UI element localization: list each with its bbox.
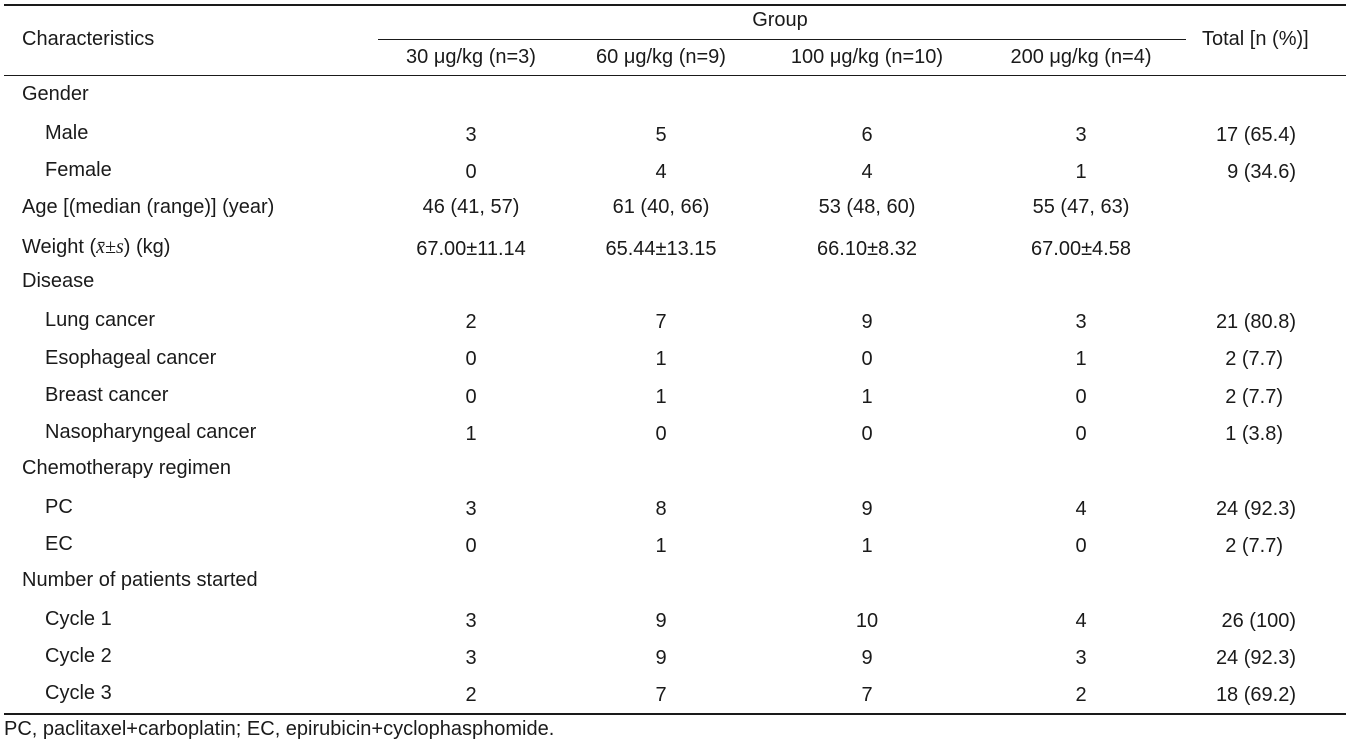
cell-cycle2-60: 9 <box>655 647 667 669</box>
header-characteristics: Characteristics <box>22 28 155 50</box>
row-label-cycle1: Cycle 1 <box>45 608 112 630</box>
row-label-disease: Disease <box>22 270 95 292</box>
header-col-100: 100 μg/kg (n=10) <box>790 46 944 68</box>
group-header-rule <box>378 39 1186 40</box>
row-label-pc: PC <box>45 496 73 518</box>
cell-ec-100: 1 <box>861 535 873 557</box>
cell-cycle1-30: 3 <box>465 610 477 632</box>
row-label-male: Male <box>45 122 89 144</box>
weight-label-prefix: Weight ( <box>22 236 97 258</box>
cell-cycle2-30: 3 <box>465 647 477 669</box>
cell-female-200: 1 <box>1075 161 1087 183</box>
cell-nasopharyngeal-200: 0 <box>1075 423 1087 445</box>
cell-cycle2-total: 24 (92.3) <box>1215 647 1296 669</box>
cell-cycle1-200: 4 <box>1075 610 1087 632</box>
cell-male-30: 3 <box>465 124 477 146</box>
cell-ec-200: 0 <box>1075 535 1087 557</box>
cell-nasopharyngeal-total: 1 (3.8) <box>1225 423 1283 445</box>
table-top-rule <box>4 4 1346 6</box>
row-label-breast: Breast cancer <box>45 384 169 406</box>
cell-cycle3-100: 7 <box>861 684 873 706</box>
row-label-chemo: Chemotherapy regimen <box>22 457 231 479</box>
cell-cycle1-total: 26 (100) <box>1221 610 1297 632</box>
header-col-60: 60 μg/kg (n=9) <box>596 46 726 68</box>
cell-lung-100: 9 <box>861 311 873 333</box>
cell-nasopharyngeal-30: 1 <box>465 423 477 445</box>
cell-breast-60: 1 <box>655 386 667 408</box>
cell-lung-total: 21 (80.8) <box>1215 311 1296 333</box>
row-label-nasopharyngeal: Nasopharyngeal cancer <box>45 421 257 443</box>
row-label-age: Age [(median (range)] (year) <box>22 196 275 218</box>
cell-esophageal-60: 1 <box>655 348 667 370</box>
weight-label-stat: x̄±s <box>96 236 124 258</box>
table-footnote: PC, paclitaxel+carboplatin; EC, epirubic… <box>4 718 555 740</box>
cell-male-200: 3 <box>1075 124 1087 146</box>
cell-lung-60: 7 <box>655 311 667 333</box>
cell-male-100: 6 <box>861 124 873 146</box>
cell-breast-30: 0 <box>465 386 477 408</box>
row-label-ec: EC <box>45 533 73 555</box>
row-label-cycle3: Cycle 3 <box>45 682 112 704</box>
cell-cycle3-total: 18 (69.2) <box>1215 684 1296 706</box>
cell-female-total: 9 (34.6) <box>1227 161 1296 183</box>
cell-ec-30: 0 <box>465 535 477 557</box>
cell-breast-200: 0 <box>1075 386 1087 408</box>
cell-esophageal-30: 0 <box>465 348 477 370</box>
cell-ec-total: 2 (7.7) <box>1225 535 1283 557</box>
cell-nasopharyngeal-60: 0 <box>655 423 667 445</box>
cell-ec-60: 1 <box>655 535 667 557</box>
cell-esophageal-100: 0 <box>861 348 873 370</box>
cell-cycle2-100: 9 <box>861 647 873 669</box>
cell-weight-200: 67.00±4.58 <box>1031 238 1131 260</box>
row-label-gender: Gender <box>22 83 89 105</box>
row-label-female: Female <box>45 159 112 181</box>
cell-weight-30: 67.00±11.14 <box>416 238 526 260</box>
table-bottom-rule <box>4 713 1346 715</box>
cell-pc-30: 3 <box>465 498 477 520</box>
cell-age-200: 55 (47, 63) <box>1032 196 1130 218</box>
cell-cycle1-60: 9 <box>655 610 667 632</box>
cell-lung-200: 3 <box>1075 311 1087 333</box>
cell-breast-100: 1 <box>861 386 873 408</box>
row-label-patients: Number of patients started <box>22 569 258 591</box>
cell-pc-100: 9 <box>861 498 873 520</box>
cell-female-60: 4 <box>655 161 667 183</box>
row-label-lung: Lung cancer <box>45 309 156 331</box>
cell-weight-100: 66.10±8.32 <box>817 238 917 260</box>
cell-age-100: 53 (48, 60) <box>818 196 916 218</box>
row-label-esophageal: Esophageal cancer <box>45 347 217 369</box>
header-group: Group <box>752 9 808 31</box>
cell-male-total: 17 (65.4) <box>1215 124 1296 146</box>
header-col-30: 30 μg/kg (n=3) <box>406 46 536 68</box>
cell-lung-30: 2 <box>465 311 477 333</box>
cell-pc-60: 8 <box>655 498 667 520</box>
cell-female-30: 0 <box>465 161 477 183</box>
cell-esophageal-total: 2 (7.7) <box>1225 348 1283 370</box>
cell-esophageal-200: 1 <box>1075 348 1087 370</box>
row-label-cycle2: Cycle 2 <box>45 645 112 667</box>
cell-cycle2-200: 3 <box>1075 647 1087 669</box>
cell-age-60: 61 (40, 66) <box>612 196 710 218</box>
weight-label-suffix: ) (kg) <box>123 236 171 258</box>
cell-female-100: 4 <box>861 161 873 183</box>
header-col-200: 200 μg/kg (n=4) <box>1010 46 1152 68</box>
cell-weight-60: 65.44±13.15 <box>605 238 717 260</box>
cell-nasopharyngeal-100: 0 <box>861 423 873 445</box>
cell-breast-total: 2 (7.7) <box>1225 386 1283 408</box>
cell-cycle3-60: 7 <box>655 684 667 706</box>
header-bottom-rule <box>4 75 1346 76</box>
cell-male-60: 5 <box>655 124 667 146</box>
header-total: Total [n (%)] <box>1202 28 1309 50</box>
cell-cycle3-30: 2 <box>465 684 477 706</box>
row-label-weight: Weight (x̄±s) (kg) <box>22 235 170 259</box>
cell-cycle1-100: 10 <box>855 610 879 632</box>
cell-cycle3-200: 2 <box>1075 684 1087 706</box>
cell-pc-total: 24 (92.3) <box>1215 498 1296 520</box>
cell-age-30: 46 (41, 57) <box>422 196 520 218</box>
cell-pc-200: 4 <box>1075 498 1087 520</box>
